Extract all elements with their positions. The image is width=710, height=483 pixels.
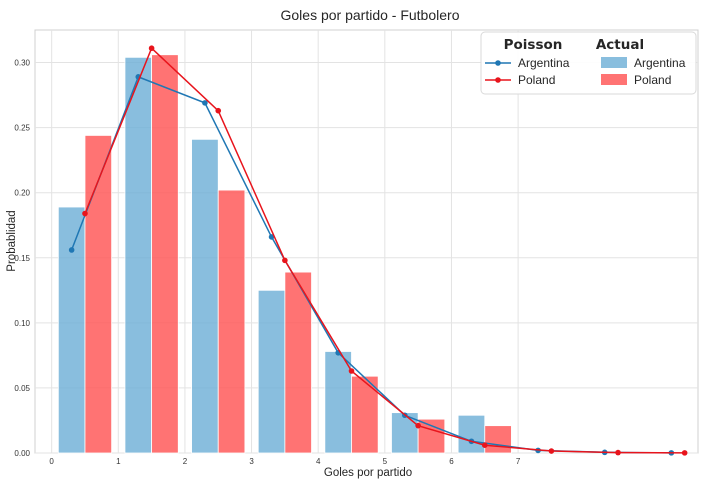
- y-tick-label: 0.10: [14, 319, 30, 328]
- x-tick-label: 2: [183, 457, 188, 466]
- legend-actual-argentina-label: Argentina: [634, 56, 686, 70]
- bar-actual-argentina: [324, 351, 352, 454]
- y-tick-label: 0.30: [14, 59, 30, 68]
- bar-actual-poland: [484, 425, 512, 454]
- legend-poisson-poland-label: Poland: [518, 73, 555, 87]
- line-series: [68, 45, 688, 456]
- point-poisson-poland: [548, 448, 555, 454]
- line-poisson-poland: [84, 46, 685, 454]
- point-poisson-poland: [82, 210, 88, 217]
- bar-actual-poland: [417, 418, 446, 454]
- x-tick-label: 7: [516, 457, 521, 466]
- point-poisson-poland: [148, 45, 155, 52]
- y-tick-label: 0.25: [14, 124, 30, 133]
- x-axis-label: Goles por partido: [324, 467, 412, 479]
- bar-actual-argentina: [57, 206, 86, 454]
- chart-title: Goles por partido - Futbolero: [281, 7, 460, 23]
- bar-actual-argentina: [257, 289, 286, 454]
- legend-actual-poland-label: Poland: [634, 73, 671, 87]
- x-tick-label: 3: [249, 457, 254, 466]
- point-poisson-argentina: [202, 100, 208, 106]
- point-poisson-poland: [681, 450, 688, 456]
- x-axis-ticks: 0 1 2 3 4 5 6 7: [49, 457, 520, 466]
- legend-actual-poland-swatch: [601, 74, 627, 85]
- x-tick-label: 0: [49, 457, 54, 466]
- point-poisson-argentina: [268, 234, 275, 240]
- point-poisson-poland: [348, 368, 355, 374]
- bar-actual-poland: [151, 54, 179, 454]
- legend-poisson-argentina-marker: [495, 60, 501, 66]
- legend-actual-header: Actual: [596, 37, 644, 53]
- bar-actual-poland: [217, 189, 246, 454]
- legend-poisson-header: Poisson: [504, 37, 563, 53]
- x-tick-label: 6: [449, 457, 454, 466]
- bar-actual-poland: [351, 375, 379, 454]
- point-poisson-poland: [415, 422, 421, 429]
- y-axis-label: Probablidad: [6, 210, 18, 271]
- bar-series: [57, 54, 512, 454]
- legend: Poisson Actual Argentina Poland Argentin…: [480, 31, 697, 95]
- y-axis-ticks: 0.00 0.05 0.10 0.15 0.20 0.25 0.30: [14, 59, 30, 458]
- point-poisson-argentina: [68, 247, 75, 253]
- bar-actual-argentina: [191, 138, 219, 454]
- bar-actual-argentina: [124, 56, 153, 454]
- y-tick-label: 0.20: [14, 189, 30, 198]
- bar-actual-poland: [284, 271, 312, 454]
- legend-poisson-poland-marker: [495, 77, 501, 83]
- y-tick-label: 0.15: [14, 254, 30, 263]
- point-poisson-poland: [615, 449, 621, 456]
- legend-poisson-argentina-label: Argentina: [518, 56, 570, 70]
- x-tick-label: 1: [116, 457, 121, 466]
- point-poisson-poland: [282, 257, 288, 264]
- bar-actual-poland: [84, 135, 113, 454]
- point-poisson-poland: [215, 107, 222, 114]
- y-tick-label: 0.05: [14, 384, 30, 393]
- bar-actual-argentina: [457, 414, 486, 454]
- y-tick-label: 0.00: [14, 449, 30, 458]
- x-tick-label: 4: [316, 457, 321, 466]
- x-tick-label: 5: [383, 457, 388, 466]
- point-poisson-poland: [481, 442, 488, 448]
- legend-actual-argentina-swatch: [601, 57, 627, 68]
- legend-frame: [480, 31, 697, 95]
